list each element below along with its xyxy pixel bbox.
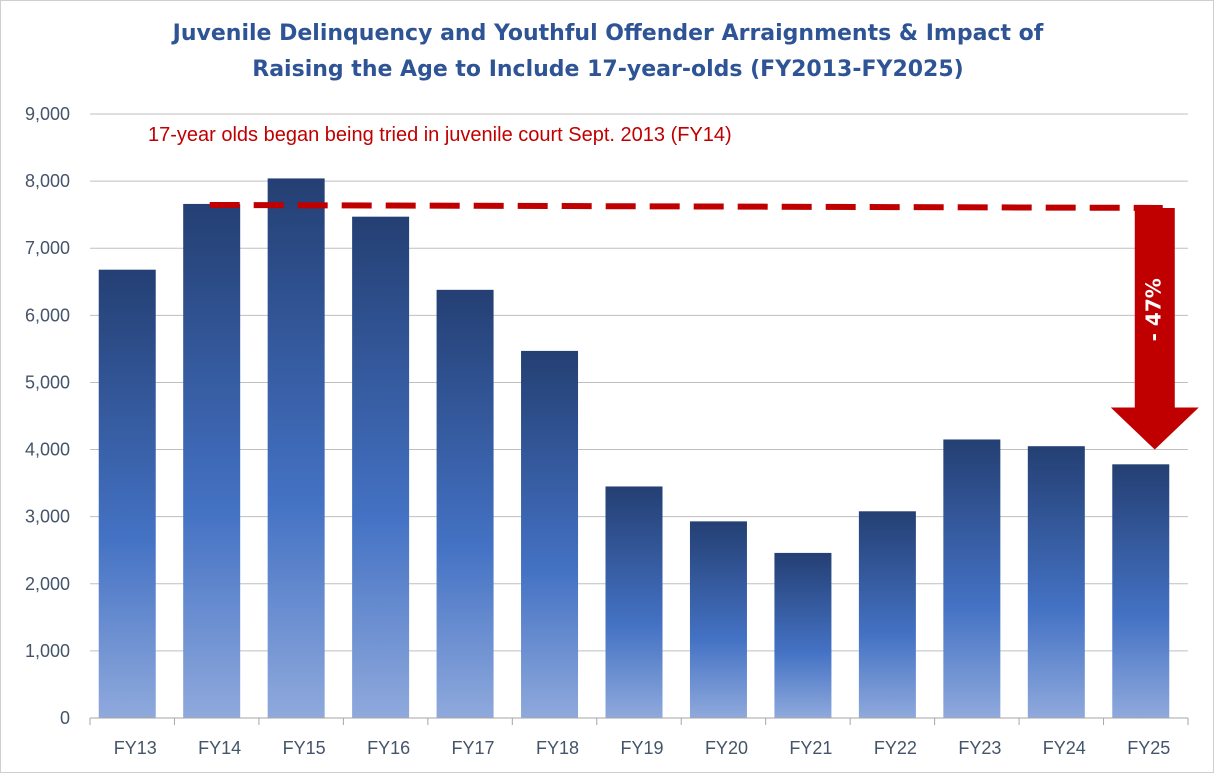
x-tick-label: FY17 bbox=[452, 738, 495, 758]
y-tick-label: 1,000 bbox=[25, 641, 70, 661]
x-tick-label: FY18 bbox=[536, 738, 579, 758]
x-tick-label: FY25 bbox=[1127, 738, 1170, 758]
y-tick-label: 5,000 bbox=[25, 372, 70, 392]
chart-title: Juvenile Delinquency and Youthful Offend… bbox=[0, 16, 1216, 88]
reference-dashed-line bbox=[209, 201, 1163, 211]
x-tick-label: FY24 bbox=[1043, 738, 1086, 758]
x-tick-label: FY20 bbox=[705, 738, 748, 758]
bar-fy25 bbox=[1112, 464, 1170, 718]
x-tick-label: FY23 bbox=[958, 738, 1001, 758]
y-tick-label: 2,000 bbox=[25, 574, 70, 594]
y-tick-label: 7,000 bbox=[25, 238, 70, 258]
bar-fy24 bbox=[1027, 446, 1085, 718]
bar-fy19 bbox=[605, 486, 663, 718]
y-tick-label: 3,000 bbox=[25, 507, 70, 527]
axes: 0 1,000 2,000 3,000 4,000 5,000 6,000 7,000 8,00… bbox=[25, 104, 1189, 758]
bars bbox=[98, 178, 1170, 719]
bar-fy14 bbox=[183, 203, 241, 718]
x-tick-label: FY22 bbox=[874, 738, 917, 758]
bar-fy16 bbox=[352, 216, 410, 718]
annotation-text: 17-year olds began being tried in juveni… bbox=[148, 124, 732, 146]
bar-fy13 bbox=[98, 269, 156, 718]
x-tick-label: FY13 bbox=[114, 738, 157, 758]
x-tick-label: FY21 bbox=[789, 738, 832, 758]
chart-title-line-2: Raising the Age to Include 17-year-olds … bbox=[252, 57, 964, 82]
x-tick-label: FY14 bbox=[198, 738, 241, 758]
percent-change-label: - 47% bbox=[1141, 278, 1165, 341]
bar-fy15 bbox=[267, 178, 325, 719]
bar-fy17 bbox=[436, 289, 494, 718]
y-tick-label: 4,000 bbox=[25, 440, 70, 460]
decrease-arrow bbox=[1110, 207, 1199, 450]
y-tick-label: 8,000 bbox=[25, 171, 70, 191]
y-tick-label: 0 bbox=[60, 708, 70, 728]
y-tick-label: 9,000 bbox=[25, 104, 70, 124]
y-tick-label: 6,000 bbox=[25, 305, 70, 325]
bar-fy21 bbox=[774, 552, 832, 718]
x-tick-label: FY16 bbox=[367, 738, 410, 758]
bar-fy20 bbox=[689, 521, 747, 718]
x-tick-label: FY19 bbox=[620, 738, 663, 758]
chart-title-line-1: Juvenile Delinquency and Youthful Offend… bbox=[172, 21, 1044, 46]
bar-fy18 bbox=[521, 350, 579, 718]
bar-fy23 bbox=[943, 439, 1001, 718]
bar-fy22 bbox=[858, 511, 916, 718]
x-tick-label: FY15 bbox=[283, 738, 326, 758]
annotations: 17-year olds began being tried in juveni… bbox=[148, 124, 1199, 450]
